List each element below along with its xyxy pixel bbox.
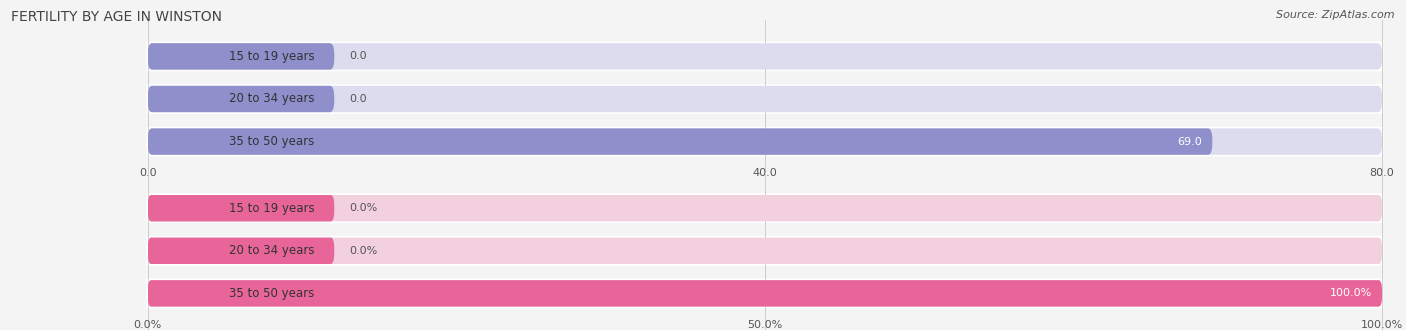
- Text: 0.0%: 0.0%: [349, 203, 377, 213]
- FancyBboxPatch shape: [148, 238, 1382, 264]
- Text: 35 to 50 years: 35 to 50 years: [229, 135, 315, 148]
- FancyBboxPatch shape: [146, 127, 1384, 156]
- FancyBboxPatch shape: [146, 84, 1384, 114]
- FancyBboxPatch shape: [148, 43, 335, 70]
- FancyBboxPatch shape: [146, 279, 1384, 308]
- FancyBboxPatch shape: [146, 236, 1384, 266]
- FancyBboxPatch shape: [148, 43, 1382, 70]
- FancyBboxPatch shape: [146, 193, 1384, 223]
- Text: 0.0%: 0.0%: [349, 246, 377, 256]
- Text: 20 to 34 years: 20 to 34 years: [229, 92, 315, 106]
- Text: 69.0: 69.0: [1178, 137, 1202, 147]
- Text: 0.0: 0.0: [349, 94, 367, 104]
- FancyBboxPatch shape: [148, 238, 335, 264]
- Text: 15 to 19 years: 15 to 19 years: [229, 50, 315, 63]
- Text: 100.0%: 100.0%: [1330, 288, 1372, 298]
- Text: 35 to 50 years: 35 to 50 years: [229, 287, 315, 300]
- Text: 15 to 19 years: 15 to 19 years: [229, 202, 315, 215]
- Text: FERTILITY BY AGE IN WINSTON: FERTILITY BY AGE IN WINSTON: [11, 10, 222, 24]
- FancyBboxPatch shape: [148, 86, 1382, 112]
- FancyBboxPatch shape: [148, 195, 1382, 221]
- Text: Source: ZipAtlas.com: Source: ZipAtlas.com: [1277, 10, 1395, 20]
- FancyBboxPatch shape: [148, 128, 1382, 155]
- Text: 0.0: 0.0: [349, 51, 367, 61]
- FancyBboxPatch shape: [148, 195, 335, 221]
- FancyBboxPatch shape: [148, 280, 1382, 307]
- Text: 20 to 34 years: 20 to 34 years: [229, 244, 315, 257]
- FancyBboxPatch shape: [146, 42, 1384, 71]
- FancyBboxPatch shape: [148, 128, 1212, 155]
- FancyBboxPatch shape: [148, 280, 1382, 307]
- FancyBboxPatch shape: [148, 86, 335, 112]
